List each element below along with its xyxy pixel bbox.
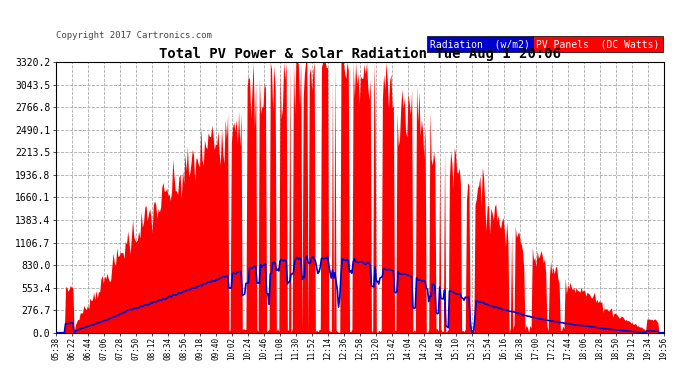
Text: Copyright 2017 Cartronics.com: Copyright 2017 Cartronics.com	[56, 32, 212, 40]
Text: Radiation  (w/m2): Radiation (w/m2)	[430, 39, 530, 49]
Text: PV Panels  (DC Watts): PV Panels (DC Watts)	[536, 39, 660, 49]
Title: Total PV Power & Solar Radiation Tue Aug 1 20:06: Total PV Power & Solar Radiation Tue Aug…	[159, 47, 561, 61]
